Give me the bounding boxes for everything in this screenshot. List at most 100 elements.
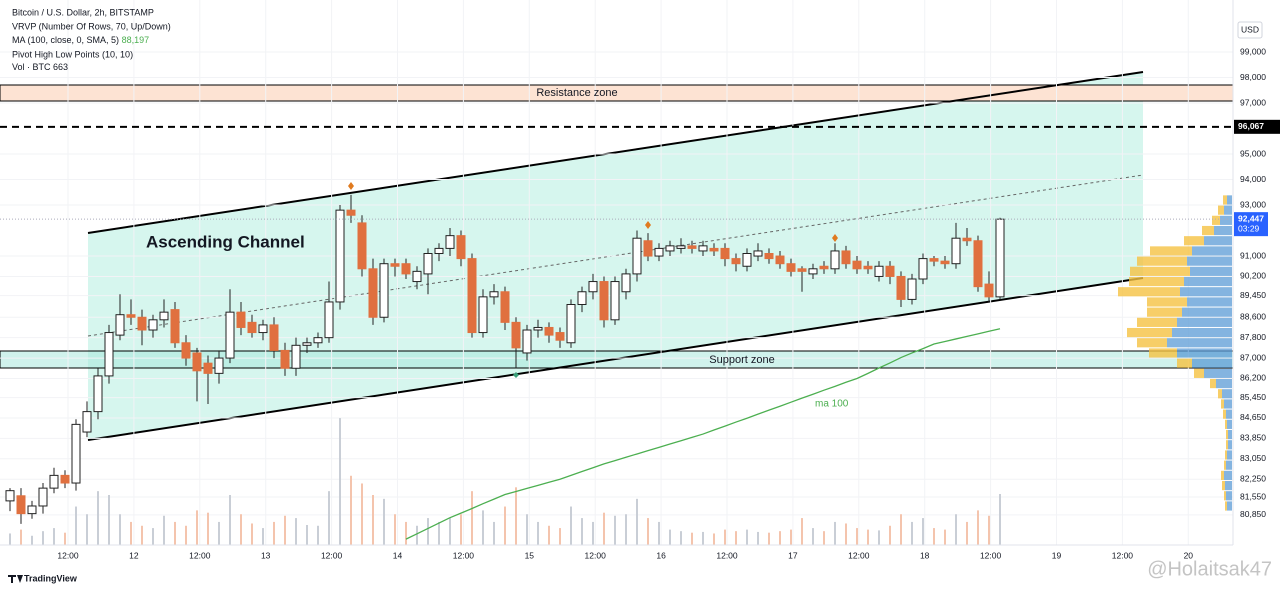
candle-body xyxy=(775,255,785,265)
pivot-marker xyxy=(832,234,838,242)
candle-body xyxy=(698,245,708,252)
volume-bar xyxy=(119,514,121,545)
y-tick-label: 97,000 xyxy=(1240,97,1266,107)
volume-bar xyxy=(9,533,11,545)
currency-box[interactable] xyxy=(1237,21,1263,39)
volume-bar xyxy=(757,531,759,545)
legend: Bitcoin / U.S. Dollar, 2h, BITSTAMP VRVP… xyxy=(12,7,171,72)
candle-body xyxy=(764,253,774,260)
brand-logo xyxy=(8,575,23,583)
y-tick-label: 99,000 xyxy=(1240,46,1266,56)
candle-body xyxy=(753,250,763,257)
x-tick-label: 12:00 xyxy=(1112,550,1134,560)
volume-bar xyxy=(174,521,176,545)
volume-bar xyxy=(856,528,858,545)
profile-up xyxy=(1190,266,1232,276)
candle-body xyxy=(984,283,994,298)
y-tick-label: 91,000 xyxy=(1240,250,1266,260)
candle-body xyxy=(5,490,15,502)
candle-body xyxy=(16,495,26,515)
y-tick-label: 81,550 xyxy=(1240,491,1266,501)
volume-bar xyxy=(141,525,143,545)
candle-body xyxy=(170,309,180,344)
candle-body xyxy=(368,268,378,318)
profile-down xyxy=(1149,348,1177,358)
y-tick-label: 80,850 xyxy=(1240,509,1266,519)
volume-bar xyxy=(647,518,649,545)
profile-down xyxy=(1224,460,1226,470)
x-tick-label: 19 xyxy=(1052,550,1062,560)
profile-up xyxy=(1226,460,1232,470)
y-tick-label: 94,000 xyxy=(1240,174,1266,184)
candle-body xyxy=(951,237,961,265)
pivot-marker xyxy=(645,221,651,229)
profile-up xyxy=(1172,327,1232,338)
profile-down xyxy=(1127,327,1172,338)
candle-body xyxy=(423,253,433,275)
candle-body xyxy=(159,311,169,321)
pivot-marker xyxy=(348,182,354,190)
volume-bar xyxy=(471,491,473,545)
volume-bar xyxy=(779,531,781,545)
volume-bar xyxy=(416,525,418,545)
x-tick-label: 16 xyxy=(656,550,666,560)
profile-down xyxy=(1147,307,1182,317)
candle-body xyxy=(522,329,532,354)
candle-body xyxy=(720,247,730,260)
price-line-tag xyxy=(1234,119,1280,134)
x-tick-label: 13 xyxy=(261,550,271,560)
candle-body xyxy=(632,237,642,275)
x-tick-label: 12:00 xyxy=(848,550,870,560)
candle-body xyxy=(940,260,950,265)
volume-bar xyxy=(669,529,671,545)
x-tick-label: 12:00 xyxy=(453,550,475,560)
volume-bar xyxy=(636,498,638,545)
volume-pane xyxy=(9,418,1001,545)
candle-body xyxy=(137,316,147,331)
candle-body xyxy=(742,253,752,267)
x-axis: 12:00 12 12:00 13 12:00 14 12:00 15 12:00 16 12:00… xyxy=(57,550,1193,560)
profile-up xyxy=(1228,429,1232,440)
candle-body xyxy=(148,319,158,331)
profile-down xyxy=(1218,389,1222,399)
profile-up xyxy=(1214,225,1232,236)
volume-bar xyxy=(493,521,495,545)
candles xyxy=(5,194,1005,524)
profile-up xyxy=(1187,297,1232,307)
legend-item: Pivot High Low Points (10, 10) xyxy=(12,49,133,59)
candle-body xyxy=(346,209,356,216)
candle-body xyxy=(456,235,466,260)
profile-up xyxy=(1192,358,1232,368)
profile-down xyxy=(1184,236,1204,246)
candle-body xyxy=(874,265,884,277)
legend-item: Vol · BTC xyxy=(12,62,51,72)
last-price-tag xyxy=(1234,212,1268,237)
candle-body xyxy=(797,268,807,272)
candle-body xyxy=(995,218,1005,298)
volume-bar xyxy=(152,528,154,545)
candle-body xyxy=(599,281,609,321)
profile-up xyxy=(1224,470,1232,480)
channel-mid xyxy=(87,174,1144,337)
volume-bar xyxy=(735,531,737,545)
volume-bar xyxy=(449,518,451,545)
y-tick-label: 86,200 xyxy=(1240,373,1266,383)
profile-down xyxy=(1225,450,1227,460)
volume-bar xyxy=(306,525,308,545)
candle-body xyxy=(676,245,686,249)
candle-body xyxy=(467,258,477,334)
volume-bar xyxy=(383,498,385,545)
profile-up xyxy=(1222,389,1232,399)
candle-body xyxy=(665,245,675,252)
volume-bar xyxy=(394,514,396,545)
volume-bar xyxy=(658,521,660,545)
profile-down xyxy=(1137,317,1177,327)
profile-down xyxy=(1225,501,1227,511)
volume-bar xyxy=(361,483,363,545)
candle-body xyxy=(929,258,939,262)
candle-body xyxy=(236,311,246,328)
profile-up xyxy=(1226,409,1232,419)
volume-bar xyxy=(42,531,44,545)
volume-bar xyxy=(999,494,1001,545)
volume-bar xyxy=(845,523,847,545)
